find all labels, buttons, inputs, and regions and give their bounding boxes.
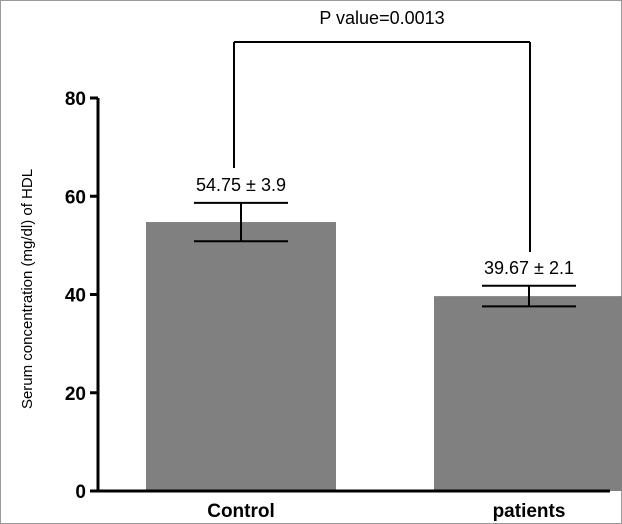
error-bars-group [194, 201, 576, 308]
data-label-patients: 39.67 ± 2.1 [484, 258, 574, 278]
bar-control [146, 222, 336, 491]
y-tick-label-0: 0 [75, 482, 86, 503]
data-label-control: 54.75 ± 3.9 [196, 175, 286, 195]
labels-group: Control patients 54.75 ± 3.9 39.67 ± 2.1 [196, 175, 574, 522]
p-value-annotation: P value=0.0013 [319, 8, 444, 28]
y-tick-label-20: 20 [65, 384, 86, 405]
y-axis: 0 20 40 60 80 [65, 89, 610, 503]
y-tick-label-60: 60 [65, 187, 86, 208]
y-tick-label-40: 40 [65, 286, 86, 307]
bar-patients [434, 296, 622, 491]
y-axis-title: Serum concentration (mg/dl) of HDL [19, 169, 36, 409]
x-tick-label-control: Control [207, 501, 275, 522]
significance-bracket [233, 41, 531, 252]
bars-group [146, 222, 622, 491]
y-tick-label-80: 80 [65, 89, 86, 110]
x-tick-label-patients: patients [493, 501, 566, 522]
